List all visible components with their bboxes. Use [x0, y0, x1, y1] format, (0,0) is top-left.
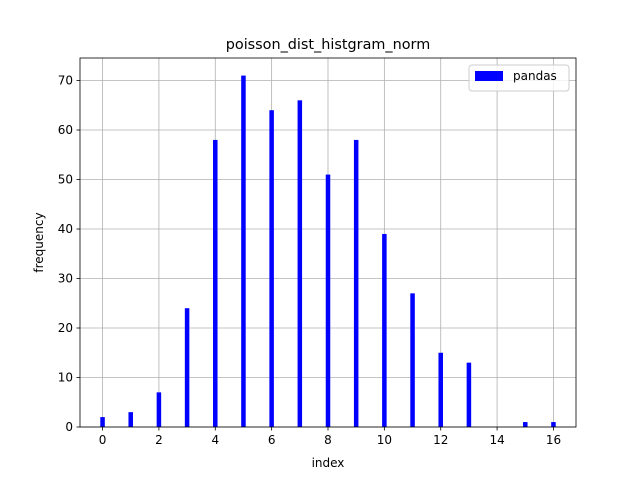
y-tick-label: 40	[58, 222, 73, 236]
y-tick-label: 50	[58, 173, 73, 187]
bar-x-4	[213, 139, 218, 427]
y-tick-label: 70	[58, 74, 73, 88]
x-tick-label: 8	[324, 433, 332, 447]
x-tick-label: 12	[433, 433, 448, 447]
y-tick-label: 60	[58, 123, 73, 137]
bar-x-1	[128, 412, 133, 427]
bar-x-12	[438, 352, 443, 427]
bar-x-3	[184, 308, 190, 427]
legend-entry-pandas: pandas	[513, 69, 557, 83]
y-tick-label: 10	[58, 371, 73, 385]
chart-title: poisson_dist_histgram_norm	[226, 37, 430, 53]
bar-series	[100, 75, 556, 428]
legend-swatch	[475, 71, 503, 81]
bar-x-0	[100, 417, 105, 427]
x-tick-label: 2	[155, 433, 163, 447]
legend: pandas	[468, 64, 570, 92]
bar-x-2	[156, 392, 162, 427]
bar-x-16	[551, 422, 556, 427]
x-axis-ticks: 0 2 4 6 8 10 12 14 16	[99, 427, 561, 447]
x-tick-label: 0	[99, 433, 107, 447]
bar-x-7	[297, 100, 303, 427]
x-tick-label: 16	[546, 433, 561, 447]
y-axis-ticks: 0 10 20 30 40 50 60 70	[58, 74, 80, 434]
x-tick-label: 6	[268, 433, 276, 447]
bar-x-15	[523, 422, 528, 427]
bar-x-11	[410, 293, 415, 427]
y-tick-label: 30	[58, 272, 73, 286]
bar-x-13	[466, 362, 472, 427]
bar-x-10	[382, 233, 387, 427]
bar-x-5	[241, 75, 246, 428]
x-axis-label: index	[312, 456, 345, 470]
y-tick-label: 0	[65, 420, 73, 434]
y-axis-label: frequency	[32, 212, 46, 272]
x-tick-label: 10	[377, 433, 392, 447]
y-tick-label: 20	[58, 321, 73, 335]
x-tick-label: 14	[489, 433, 504, 447]
bar-x-9	[353, 139, 359, 427]
bar-x-6	[269, 110, 274, 428]
bar-x-8	[325, 174, 331, 427]
x-tick-label: 4	[211, 433, 219, 447]
